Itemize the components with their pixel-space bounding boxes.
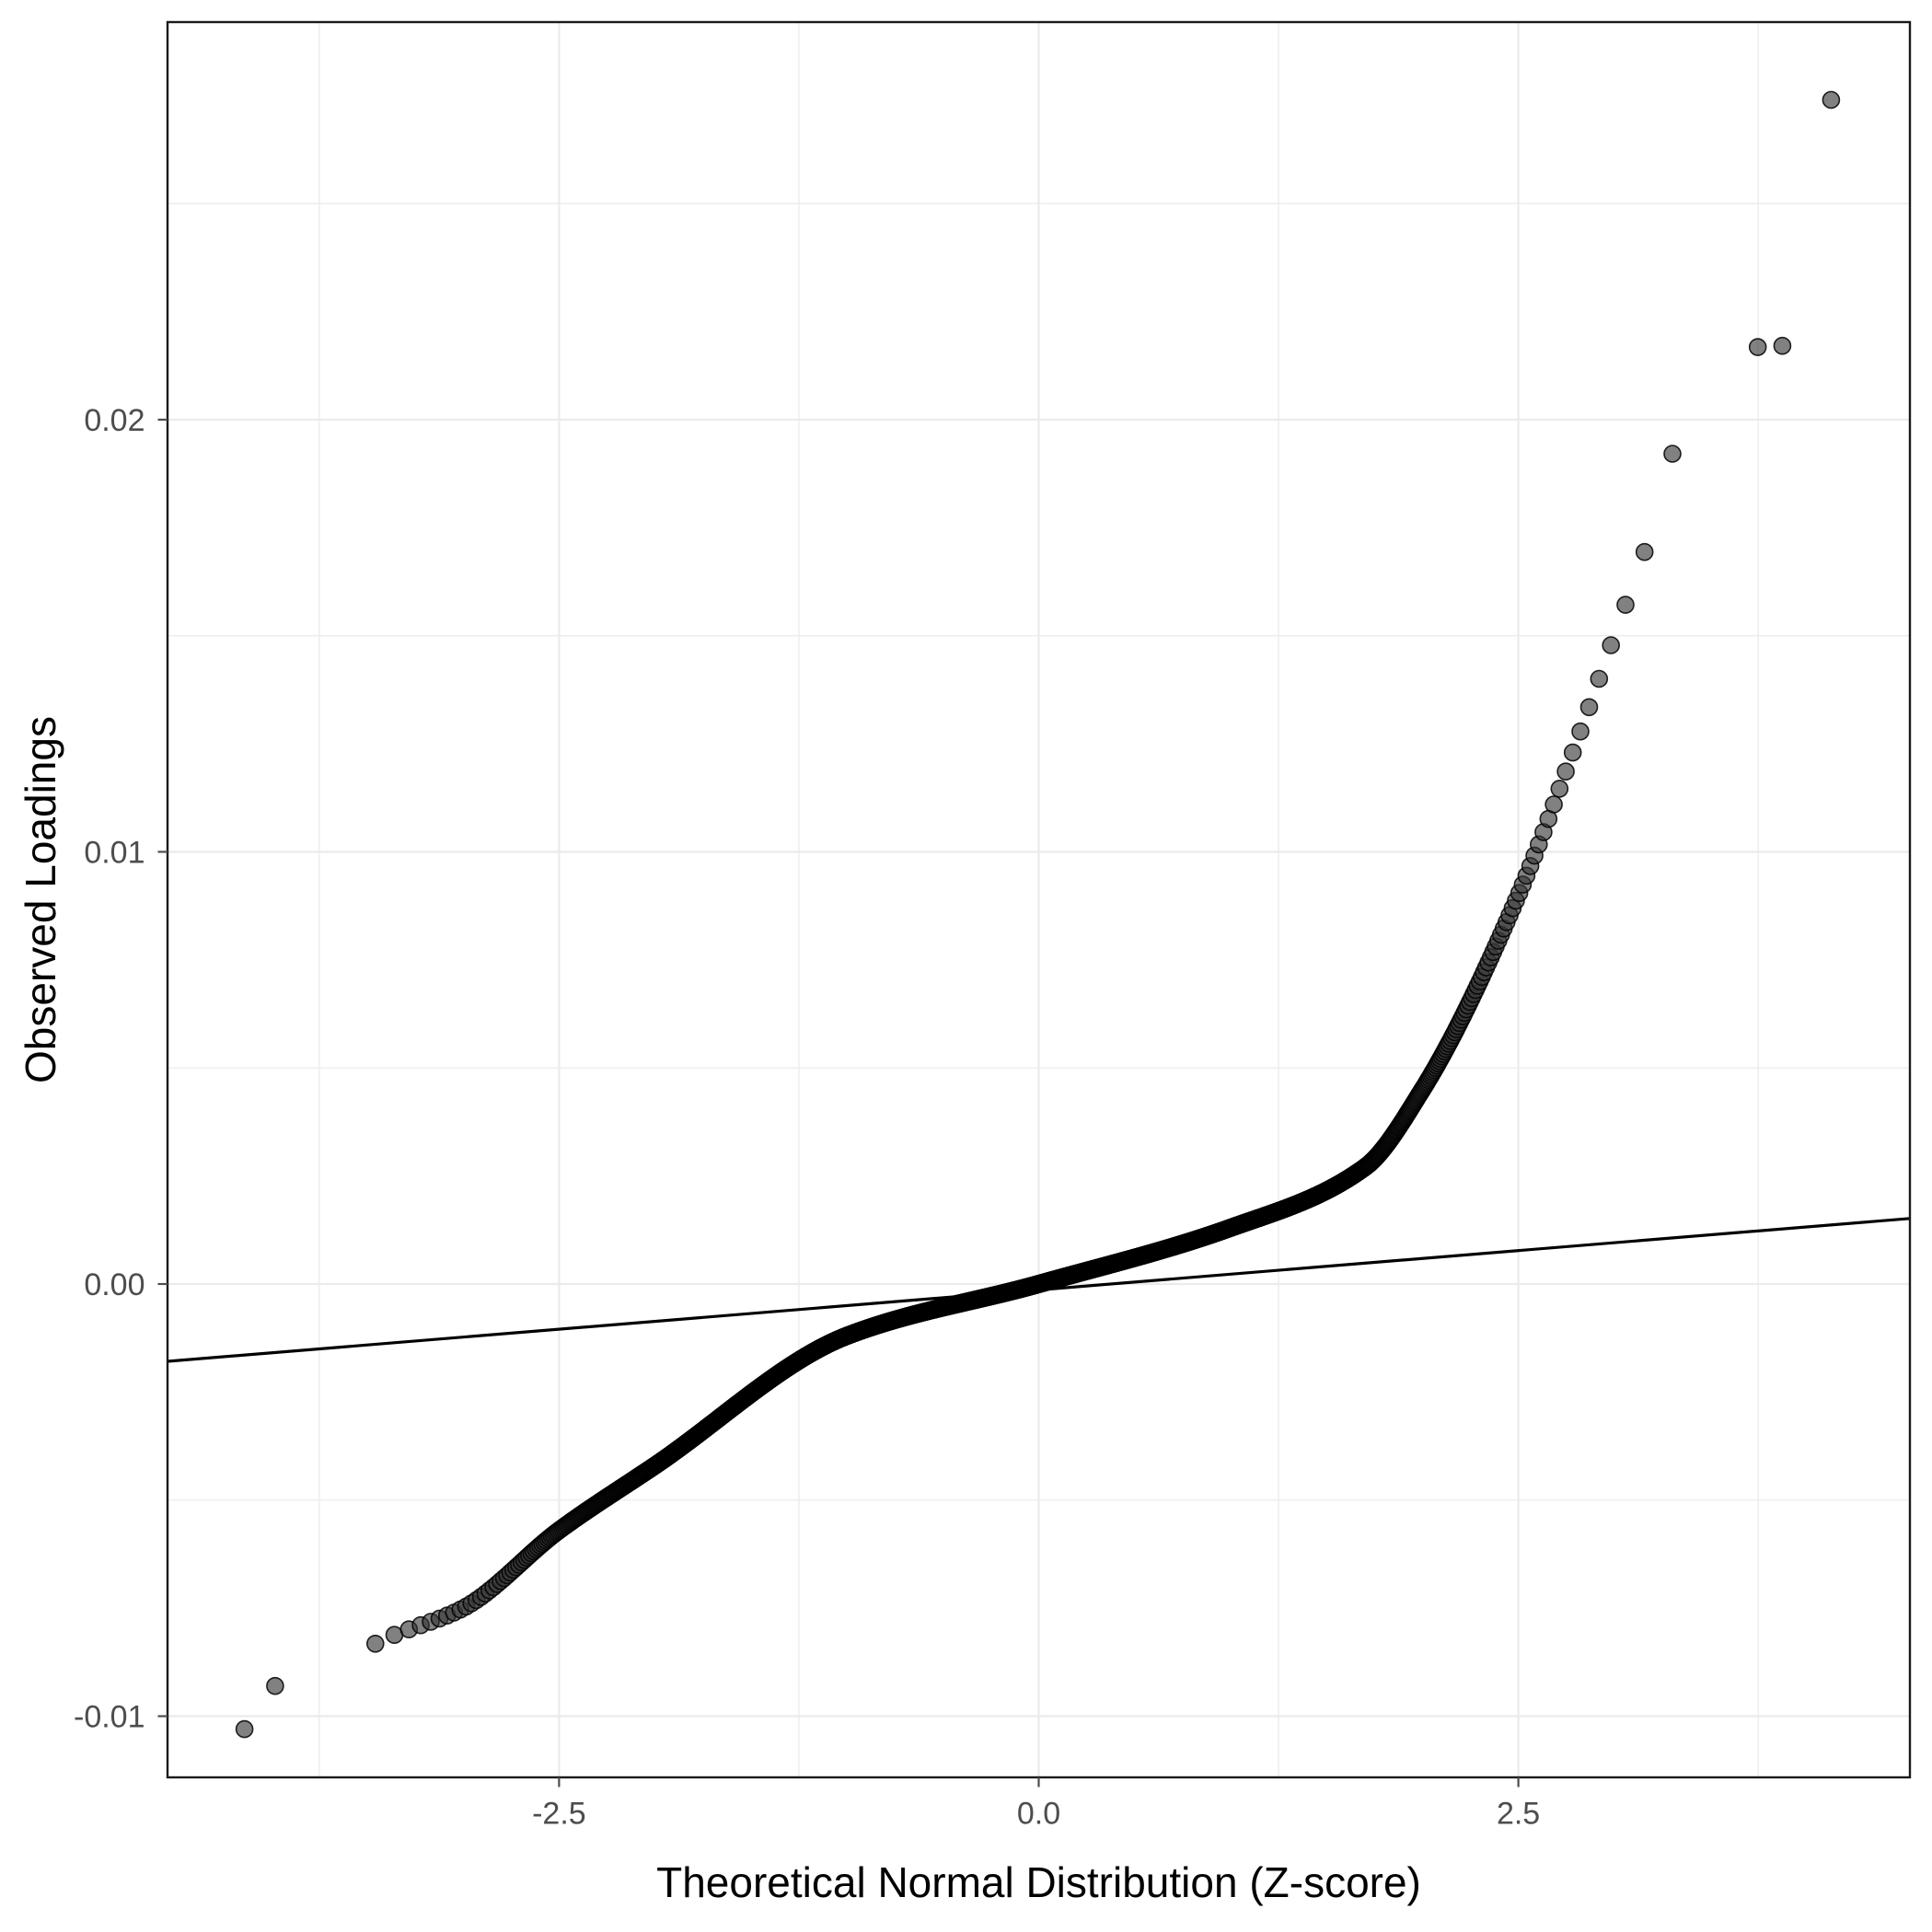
svg-text:-2.5: -2.5 [532, 1797, 586, 1832]
svg-text:2.5: 2.5 [1497, 1797, 1540, 1832]
svg-text:0.0: 0.0 [1017, 1797, 1060, 1832]
svg-text:Observed Loadings: Observed Loadings [17, 716, 64, 1083]
svg-text:Theoretical Normal Distributio: Theoretical Normal Distribution (Z-score… [656, 1858, 1421, 1906]
svg-text:0.02: 0.02 [84, 403, 145, 438]
svg-text:-0.01: -0.01 [74, 1700, 145, 1735]
svg-text:0.00: 0.00 [84, 1267, 145, 1302]
svg-text:0.01: 0.01 [84, 835, 145, 870]
